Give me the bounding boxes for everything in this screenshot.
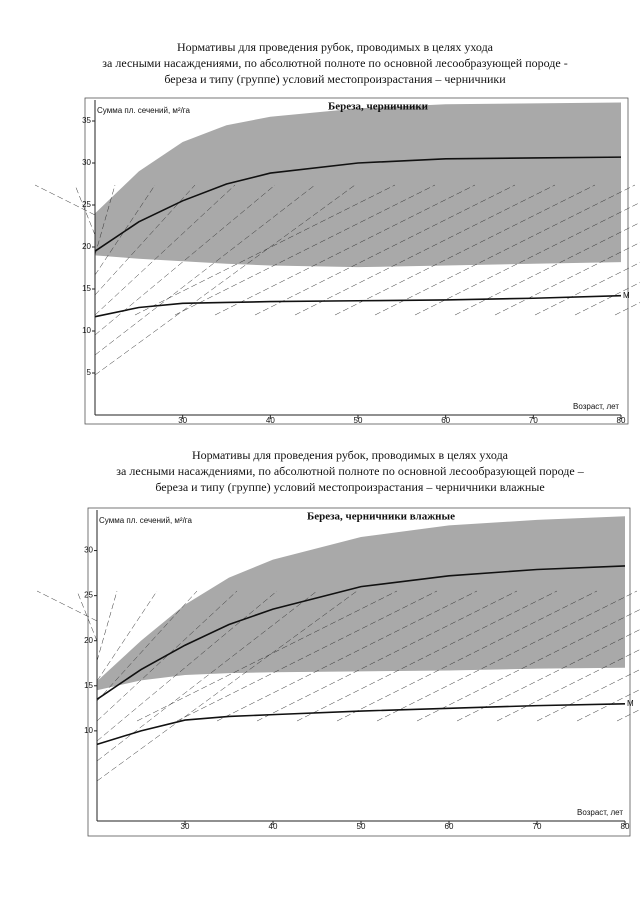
hatch-line [216,590,478,722]
hatch-line [136,590,398,722]
hatch-line [94,184,116,256]
series-line [94,156,622,252]
x-tick-label: 80 [621,822,630,831]
x-axis-label: Возраст, лет [577,808,623,817]
heading-line: за лесными насаждениями, по абсолютной п… [102,56,567,70]
hatch-line [96,590,198,702]
heading-line: Нормативы для проведения рубок, проводим… [177,40,494,54]
hatch-line [496,649,640,722]
heading-line: береза и типу (группе) условий местопрои… [164,72,506,86]
x-tick-label: 70 [533,822,542,831]
y-tick-label: 10 [84,726,93,735]
hatch-line [334,184,596,316]
hatch-line [96,590,278,742]
y-tick-label: 25 [82,200,91,209]
x-tick-label: 40 [266,416,275,425]
hatch-line [376,590,638,722]
hatch-line [456,629,640,722]
hatch-line [494,242,640,316]
hatch-line [336,590,598,722]
x-tick-label: 40 [269,822,278,831]
hatch-line [576,689,640,722]
x-tick-label: 50 [354,416,363,425]
hatch-line [94,184,156,276]
hatch-line [94,184,196,296]
norm-band [97,516,625,691]
x-tick-label: 30 [178,416,187,425]
hatch-line [34,184,96,216]
hatch-line [96,590,158,682]
hatch-line [534,262,640,316]
hatch-line [254,184,516,316]
heading-line: за лесными насаждениями, по абсолютной п… [116,464,584,478]
series-line [96,565,626,700]
x-tick-label: 60 [445,822,454,831]
y-tick-label: 25 [84,591,93,600]
x-tick-label: 70 [529,416,538,425]
x-axis-label: Возраст, лет [573,402,619,411]
chart-frame [87,507,631,837]
hatch-line [214,184,476,316]
x-tick-label: 80 [617,416,626,425]
hatch-line [414,202,640,316]
hatch-line [36,590,98,622]
y-tick-label: 35 [82,116,91,125]
x-tick-label: 60 [441,416,450,425]
hatch-line [536,669,640,722]
y-tick-label: 10 [82,326,91,335]
hatch-line [454,222,640,316]
series-line [94,294,622,318]
y-tick-label: 15 [82,284,91,293]
series-label: М [623,291,630,300]
y-tick-label: 30 [84,546,93,555]
hatch-line [296,590,558,722]
hatch-line [134,184,396,316]
hatch-line [374,184,636,316]
hatch-line [256,590,518,722]
series-label: М [627,699,634,708]
y-axis-label: Сумма пл. сечений, м²/га [99,516,193,525]
chart-title: Береза, черничники [328,101,429,113]
hatch-line [174,184,436,316]
x-tick-label: 30 [181,822,190,831]
y-tick-label: 20 [84,636,93,645]
chart-frame [84,97,629,425]
heading-line: береза и типу (группе) условий местопрои… [155,480,544,494]
norm-band [95,102,621,268]
hatch-line [574,282,640,316]
hatch-line [94,184,236,316]
chart-title: Береза, черничники влажные [307,511,455,523]
heading-line: Нормативы для проведения рубок, проводим… [192,448,509,462]
hatch-line [294,184,556,316]
hatch-line [176,590,438,722]
y-tick-label: 30 [82,158,91,167]
y-tick-label: 15 [84,681,93,690]
hatch-line [416,609,640,722]
hatch-line [96,590,118,662]
y-axis-label: Сумма пл. сечений, м²/га [97,106,191,115]
hatch-line [94,184,316,356]
x-tick-label: 50 [357,822,366,831]
y-tick-label: 20 [82,242,91,251]
series-line [96,703,626,746]
y-tick-label: 5 [87,368,92,377]
